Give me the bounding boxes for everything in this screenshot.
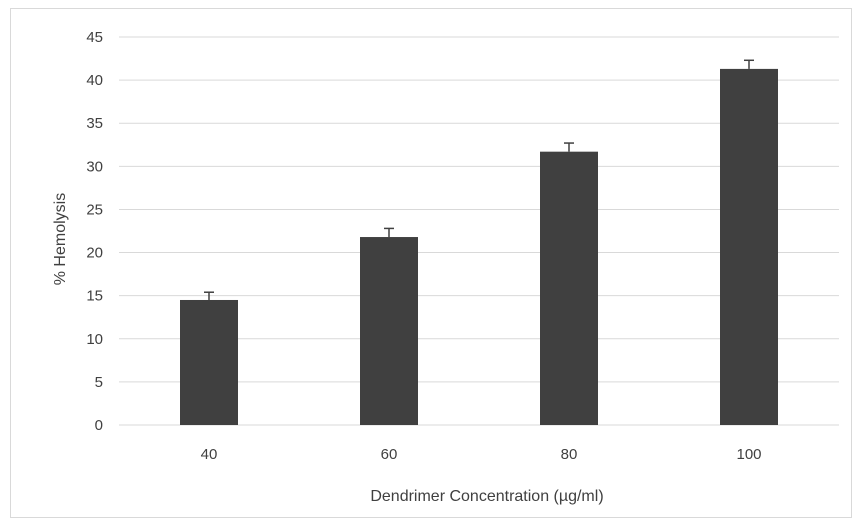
- y-tick-label: 0: [95, 417, 103, 434]
- bar-40: [180, 299, 238, 425]
- x-tick-label: 80: [561, 446, 578, 463]
- x-axis-ticks: 40 60 80 100: [201, 446, 762, 463]
- error-bar-80: [564, 142, 574, 152]
- y-tick-label: 20: [86, 245, 103, 262]
- y-tick-label: 30: [86, 158, 103, 175]
- gridlines: [119, 36, 839, 426]
- error-bar-100: [744, 59, 754, 69]
- x-tick-label: 40: [201, 446, 218, 463]
- x-tick-label: 100: [736, 446, 761, 463]
- chart-frame: 0 5 10 15 20 25 30 35 40 45 40 60 80 100 % Hemolysis…: [10, 8, 852, 518]
- error-bars: [204, 59, 754, 300]
- y-tick-label: 35: [86, 115, 103, 132]
- y-tick-label: 10: [86, 331, 103, 348]
- y-tick-label: 45: [86, 29, 103, 46]
- y-axis-title: % Hemolysis: [52, 193, 69, 285]
- y-tick-label: 40: [86, 72, 103, 89]
- error-bar-40: [204, 291, 214, 300]
- x-axis-title: Dendrimer Concentration (µg/ml): [370, 488, 603, 505]
- hemolysis-bar-chart: 0 5 10 15 20 25 30 35 40 45 40 60 80 100 % Hemolysis…: [52, 29, 839, 505]
- bars: [180, 68, 778, 426]
- x-tick-label: 60: [381, 446, 398, 463]
- y-tick-label: 15: [86, 288, 103, 305]
- bar-100: [720, 68, 778, 425]
- y-tick-label: 5: [95, 374, 103, 391]
- bar-60: [360, 237, 418, 425]
- error-bar-60: [384, 227, 394, 238]
- y-tick-label: 25: [86, 201, 103, 218]
- bar-80: [540, 151, 598, 426]
- y-axis-ticks: 0 5 10 15 20 25 30 35 40 45: [86, 29, 103, 434]
